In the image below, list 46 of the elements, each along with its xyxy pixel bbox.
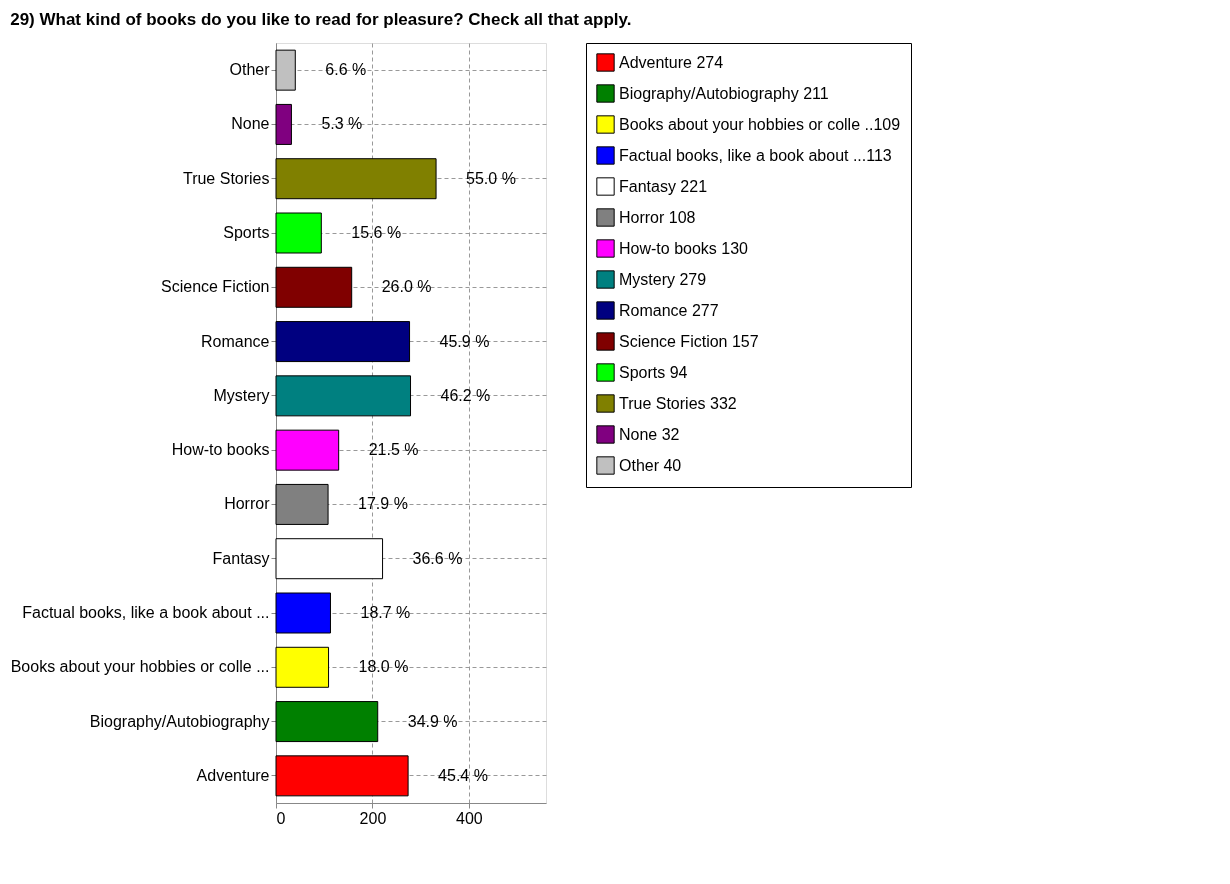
legend-label: Mystery 279 [619,270,707,288]
legend-label: None 32 [619,425,680,443]
y-tick-label: Romance [201,332,270,350]
annotation: 55.0 % [466,169,516,187]
legend-label: Other 40 [619,456,682,474]
legend-label: Biography/Autobiography 211 [619,84,829,102]
annotation: 17.9 % [358,495,408,513]
annotation: 15.6 % [351,224,402,241]
annotation: 36.6 % [412,549,463,567]
y-tick-label: Adventure [196,766,270,784]
legend-label: Sports 94 [619,363,688,381]
annotation: 21.5 % [368,441,419,459]
annotation: 18.7 % [360,604,411,621]
y-tick-label: Books about your hobbies or colle ... [10,658,270,676]
annotation: 45.9 % [439,332,490,350]
y-tick-label: True Stories [182,169,270,187]
y-tick-label: Mystery [213,386,270,404]
x-tick-label: 400 [456,809,483,827]
annotation: 18.0 % [358,658,409,676]
x-tick-label: 0 [276,809,286,827]
y-tick-label: Fantasy [212,549,270,567]
legend-label: Science Fiction 157 [619,332,759,350]
y-tick-label: Other [229,61,271,79]
y-tick-label: Factual books, like a book about ... [22,604,270,621]
x-tick-label: 200 [359,809,387,827]
annotation: 6.6 % [325,61,367,79]
annotation: 45.4 % [438,766,488,784]
y-tick-label: Biography/Autobiography [89,712,270,730]
legend-label: Horror 108 [619,208,696,226]
y-tick-label: Sports [223,224,270,241]
legend-label: True Stories 332 [619,394,737,412]
legend-label: Fantasy 221 [619,177,708,195]
legend-label: How-to books 130 [619,239,749,257]
annotation: 46.2 % [440,386,491,404]
legend-label: Romance 277 [619,301,719,319]
y-tick-label: None [231,115,270,133]
y-tick-label: How-to books [171,441,270,459]
legend-label: Books about your hobbies or colle ..109 [619,115,901,133]
annotation: 5.3 % [321,115,363,133]
y-tick-label: Science Fiction [161,278,270,296]
legend-label: Adventure 274 [619,53,724,71]
annotation: 34.9 % [407,712,458,730]
chart-title: 29) What kind of books do you like to read for pleasure? Check all that apply. [10,9,632,29]
y-tick-label: Horror [224,495,271,513]
legend-label: Factual books, like a book about ...113 [619,146,892,164]
annotation: 26.0 % [381,278,432,296]
